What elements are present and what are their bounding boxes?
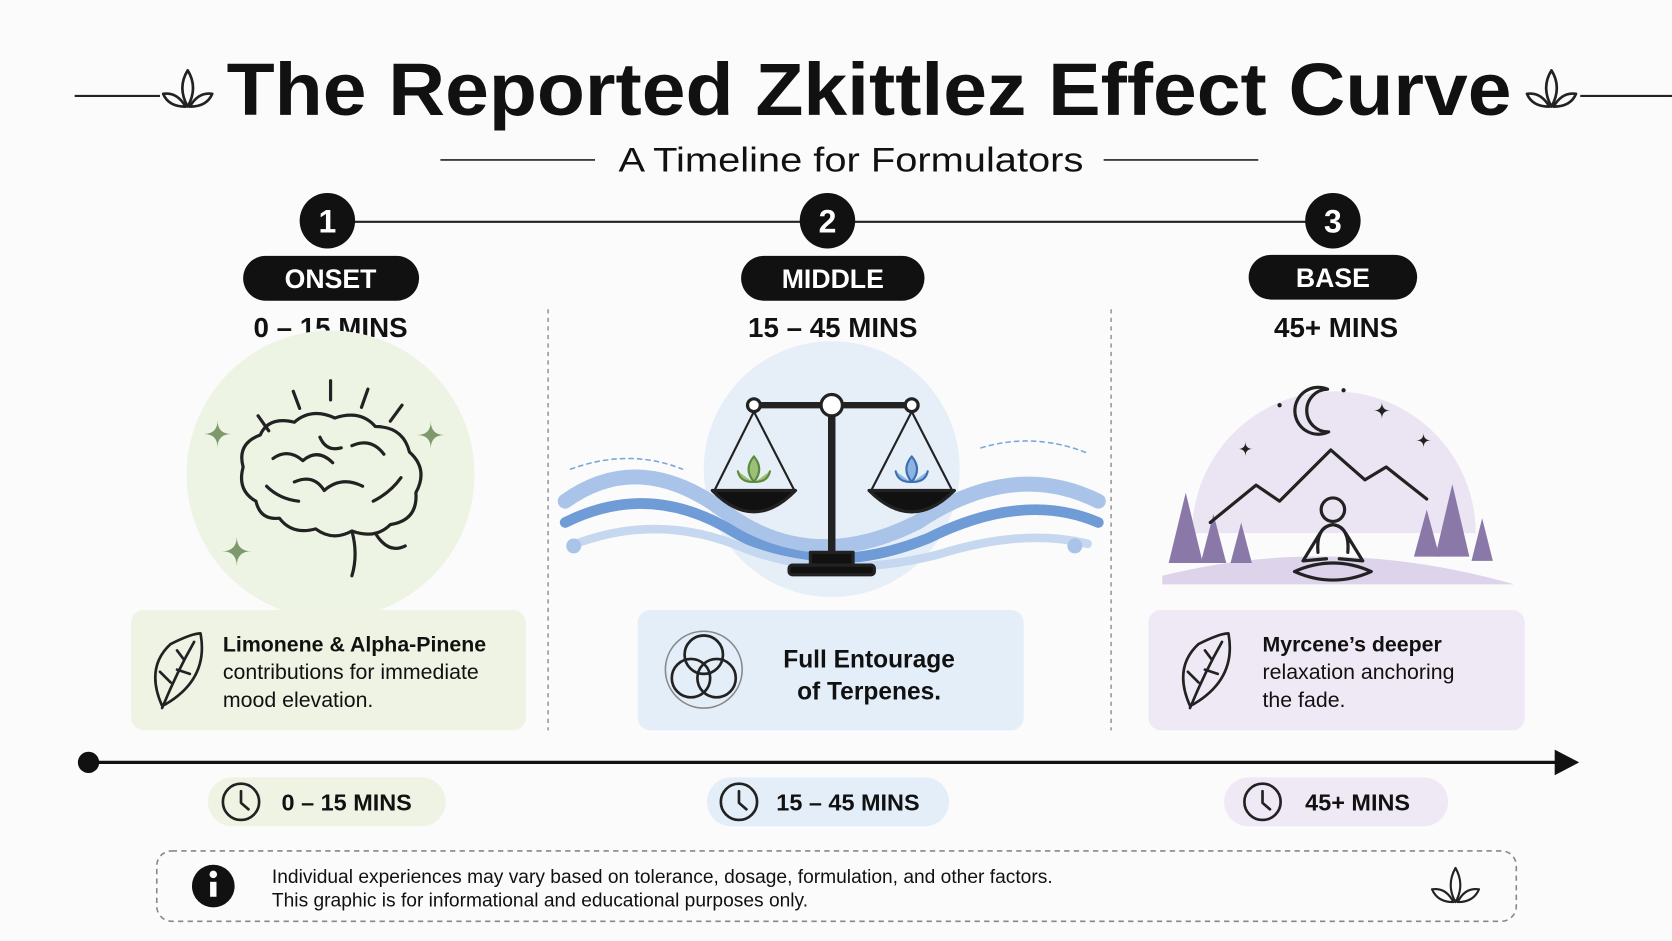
description-line: contributions for immediate: [223, 660, 479, 684]
timeline-pill: [207, 777, 446, 827]
step-badge: [299, 192, 356, 249]
clock-icon: [221, 782, 1282, 822]
step-badge: [799, 192, 856, 249]
step-number: 1: [318, 203, 336, 239]
timeline-labels: 0 – 15 MINS 15 – 45 MINS 45+ MINS: [207, 777, 1449, 827]
stage-name: BASE: [1296, 263, 1370, 293]
night-illustration: [1208, 385, 1429, 582]
description-card: [1148, 609, 1525, 731]
leaf-ornament: [161, 69, 1578, 108]
brain-illustration: [239, 379, 423, 578]
step-number: 2: [819, 203, 837, 239]
disclaimer-line: Individual experiences may vary based on…: [272, 867, 1053, 888]
description-line: Myrcene’s deeper: [1263, 633, 1442, 657]
stage-name: MIDDLE: [782, 264, 884, 294]
stage-pill: [243, 255, 420, 301]
stage-time: 45+ MINS: [1274, 312, 1398, 343]
info-icon: [210, 881, 217, 897]
info-icon: [209, 870, 218, 879]
entourage-icon: [664, 630, 743, 709]
sparkles: [203, 420, 445, 567]
description-card: [131, 609, 526, 731]
timeline-label: 45+ MINS: [1305, 789, 1410, 815]
leaf-ornament: [1430, 866, 1481, 904]
description-line: relaxation anchoring: [1263, 660, 1455, 684]
timeline-label: 15 – 45 MINS: [776, 789, 919, 815]
description-card: [637, 609, 1024, 731]
stage-pill: [741, 255, 925, 301]
step-badge: [1305, 192, 1361, 249]
description-line: of Terpenes.: [797, 678, 941, 705]
timeline-arrow: [77, 749, 1580, 776]
stage-onset: 1 ONSET 0 – 15 MINS Limonene & Alpha-Pin…: [131, 192, 526, 731]
stage-base: 3 BASE 45+ MINS Myrcene’s deeper relaxat…: [1148, 192, 1525, 731]
stage-middle: 2 MIDDLE 15 – 45 MINS Full Entourage: [557, 192, 1106, 731]
subtitle: A Timeline for Formulators: [618, 142, 1083, 180]
snow-ground: [1162, 556, 1515, 585]
timeline-pill: [1224, 777, 1449, 827]
disclaimer-box: [155, 850, 1518, 923]
scales-illustration: [710, 392, 956, 577]
stage-pill: [1248, 254, 1418, 300]
leaf-icon: [1181, 632, 1232, 710]
illustration-backdrop: [186, 330, 475, 619]
illustration-backdrop: [1192, 391, 1476, 534]
description-line: Limonene & Alpha-Pinene: [223, 633, 486, 657]
disclaimer-line: This graphic is for informational and ed…: [272, 890, 808, 911]
stars: [1237, 388, 1431, 457]
trees: [1168, 484, 1493, 564]
description-line: the fade.: [1263, 688, 1346, 712]
description-line: Full Entourage: [783, 646, 955, 673]
timeline-label: 0 – 15 MINS: [282, 789, 412, 815]
stage-name: ONSET: [285, 264, 377, 294]
description-line: mood elevation.: [223, 688, 373, 712]
title: The Reported Zkittlez Effect Curve: [227, 47, 1512, 131]
timeline-pill: [706, 777, 950, 827]
leaf-icon: [154, 632, 204, 710]
disclaimer: Individual experiences may vary based on…: [155, 850, 1518, 923]
stage-time: 15 – 45 MINS: [748, 312, 917, 343]
step-number: 3: [1324, 203, 1342, 239]
